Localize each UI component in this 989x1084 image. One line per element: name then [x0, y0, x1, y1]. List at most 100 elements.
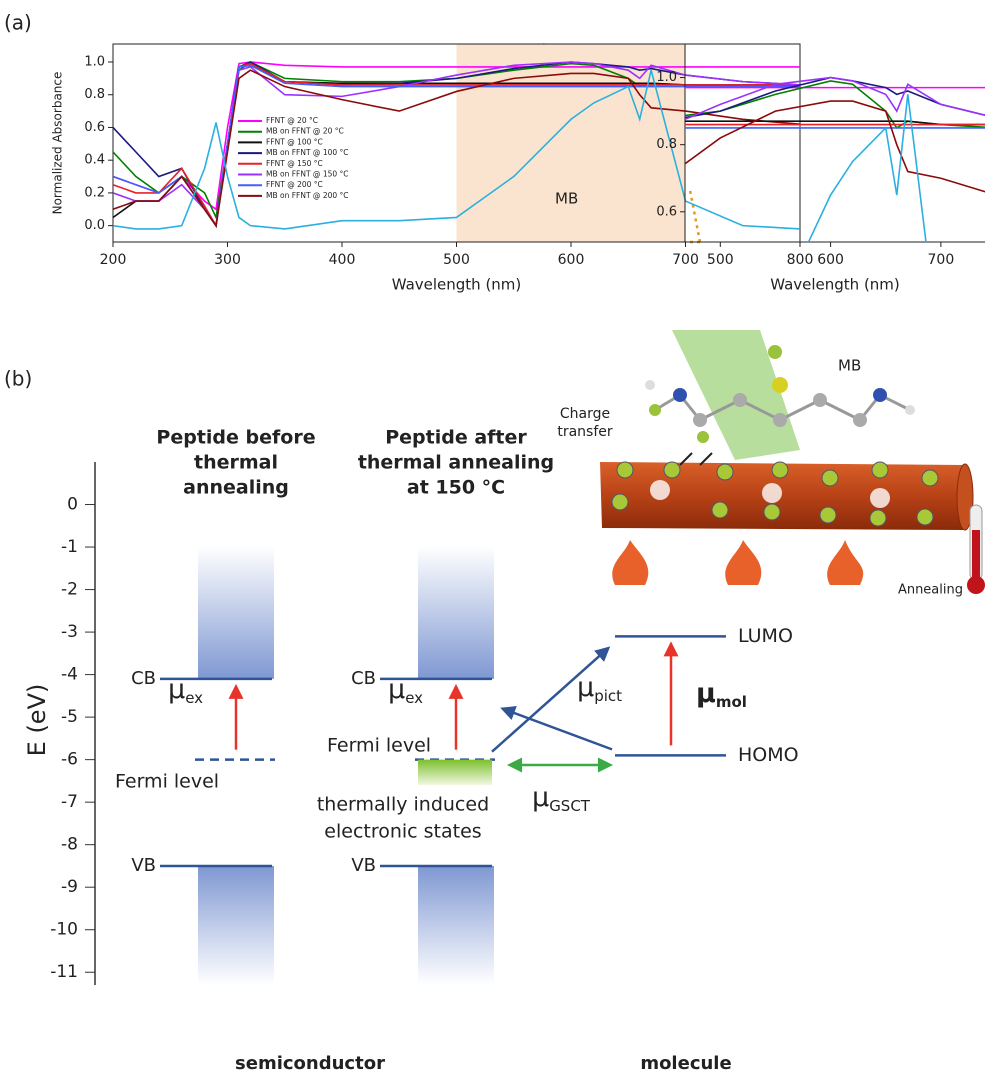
- y-axis-label: E (eV): [23, 684, 51, 757]
- data-line: [685, 76, 985, 119]
- thermometer-fill: [972, 530, 980, 585]
- fermi-label: Fermi level: [327, 735, 431, 757]
- x-tick-label: 800: [787, 252, 814, 268]
- y-tick-label: -9: [61, 877, 78, 897]
- series-label: MB: [555, 190, 578, 208]
- illustration-label: Annealing: [898, 583, 963, 598]
- band-gradient: [418, 865, 494, 985]
- legend-label: MB on FFNT @ 200 °C: [266, 191, 349, 200]
- y-tick-label: -4: [61, 665, 78, 685]
- mu-symbol: μ: [168, 674, 185, 705]
- x-axis-label: Wavelength (nm): [770, 276, 900, 294]
- mu-subscript: ex: [185, 689, 203, 707]
- mu-subscript: GSCT: [549, 797, 591, 815]
- y-tick-label: -6: [61, 750, 78, 770]
- vb-label: VB: [131, 855, 156, 876]
- pict-arrow: [491, 646, 611, 753]
- vb-label: VB: [351, 855, 376, 876]
- y-tick-label: 0.8: [84, 87, 105, 102]
- y-tick-label: 0.0: [84, 218, 105, 233]
- charges: [611, 461, 939, 527]
- mu-symbol: μ: [532, 782, 549, 813]
- y-tick-label: -8: [61, 835, 78, 855]
- data-line: [685, 123, 985, 126]
- legend-label: MB on FFNT @ 20 °C: [266, 127, 344, 136]
- y-axis-label: Normalized Absorbance: [51, 72, 65, 215]
- x-tick-label: 600: [817, 252, 844, 268]
- column-title: annealing: [183, 477, 289, 499]
- mu-ex-label: μex: [168, 674, 203, 707]
- glows: [650, 480, 890, 508]
- fermi-label: Fermi level: [115, 771, 219, 793]
- y-tick-label: 0.8: [656, 137, 677, 152]
- legend-label: FFNT @ 200 °C: [266, 180, 323, 189]
- mu-symbol: μ: [388, 674, 405, 705]
- molecule-atoms: [645, 345, 915, 443]
- thermometer-bulb: [967, 576, 985, 594]
- illustration-label: transfer: [557, 424, 613, 440]
- band-gradient: [198, 865, 274, 985]
- panel-label: (b): [4, 367, 32, 391]
- x-tick-label: 500: [707, 252, 734, 268]
- data-line: [685, 76, 985, 121]
- data-line: [113, 62, 800, 229]
- bottom-label: molecule: [640, 1053, 731, 1074]
- legend-label: FFNT @ 20 °C: [266, 116, 318, 125]
- column-title: Peptide after: [385, 427, 527, 449]
- mu-subscript: mol: [716, 693, 747, 711]
- illustration-label: Charge: [560, 406, 610, 422]
- mu-subscript: pict: [594, 687, 622, 705]
- column-title: thermal annealing: [358, 452, 554, 474]
- band-gradient: [198, 546, 274, 679]
- x-axis-label: Wavelength (nm): [392, 276, 522, 294]
- column-title: at 150 °C: [407, 477, 505, 499]
- y-tick-label: -1: [61, 537, 78, 557]
- legend-label: MB on FFNT @ 150 °C: [266, 170, 349, 179]
- illustration: [600, 330, 985, 594]
- mu-symbol: μ: [577, 672, 594, 703]
- mu-label: μmol: [696, 678, 747, 711]
- y-tick-label: 0.4: [84, 153, 105, 168]
- y-tick-label: -2: [61, 580, 78, 600]
- mu-ex-label: μex: [388, 674, 423, 707]
- column-title: thermal: [194, 452, 278, 474]
- mu-subscript: ex: [405, 689, 423, 707]
- states-label: thermally induced: [317, 794, 489, 816]
- y-tick-label: -10: [50, 920, 78, 940]
- y-tick-label: -7: [61, 792, 78, 812]
- x-tick-label: 400: [329, 252, 356, 268]
- mu-label: μGSCT: [532, 782, 591, 815]
- x-tick-label: 500: [443, 252, 470, 268]
- homo-label: HOMO: [738, 744, 799, 766]
- x-tick-label: 600: [558, 252, 585, 268]
- x-tick-label: 700: [928, 252, 955, 268]
- legend-label: FFNT @ 150 °C: [266, 159, 323, 168]
- states-label: electronic states: [324, 821, 481, 843]
- y-tick-label: 0.6: [84, 120, 105, 135]
- cb-label: CB: [351, 668, 376, 689]
- flames: [612, 540, 864, 585]
- highlight-band: [456, 44, 686, 242]
- cb-label: CB: [131, 668, 156, 689]
- mu-label: μpict: [577, 672, 622, 705]
- data-line: [685, 120, 985, 126]
- legend-label: MB on FFNT @ 100 °C: [266, 148, 349, 157]
- x-tick-label: 300: [214, 252, 241, 268]
- y-tick-label: 0.6: [656, 204, 677, 219]
- data-line: [113, 69, 800, 228]
- data-line: [113, 61, 800, 228]
- x-tick-label: 700: [672, 252, 699, 268]
- y-tick-label: 1.0: [84, 55, 105, 70]
- data-line: [113, 69, 800, 230]
- y-tick-label: 0.2: [84, 185, 105, 200]
- data-line: [685, 86, 985, 89]
- y-tick-label: -11: [50, 962, 78, 982]
- legend-label: FFNT @ 100 °C: [266, 137, 323, 146]
- panel-label: (a): [4, 11, 32, 35]
- y-tick-label: 1.0: [656, 70, 677, 85]
- states-band: [418, 759, 492, 786]
- y-tick-label: 0: [67, 495, 78, 515]
- transfer-arrows: [679, 452, 713, 466]
- column-title: Peptide before: [156, 427, 315, 449]
